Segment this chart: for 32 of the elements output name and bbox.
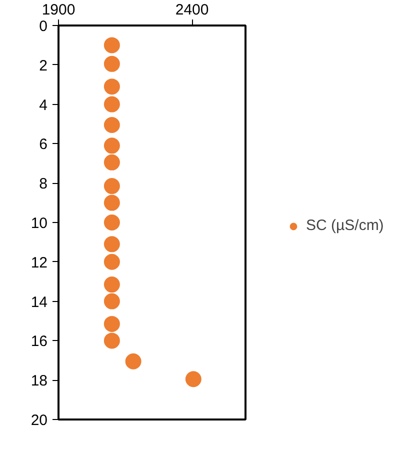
point (104, 178, 120, 194)
y-tick-label: 14 (30, 294, 48, 311)
y-tick-label: 16 (30, 333, 48, 350)
point (104, 332, 120, 349)
x-tick-label: 1900 (42, 2, 76, 18)
point (104, 96, 120, 112)
point (104, 37, 120, 54)
y-tick-label: 18 (30, 372, 48, 390)
y-tick-label: 2 (39, 57, 48, 74)
point (104, 214, 120, 230)
y-tick-label: 10 (30, 215, 48, 232)
point (104, 117, 120, 133)
point (104, 78, 120, 95)
point (125, 353, 142, 370)
y-tick-label: 4 (39, 96, 48, 114)
y-tick-label: 20 (30, 412, 48, 429)
point (104, 293, 120, 310)
point (104, 254, 120, 270)
point (104, 56, 120, 72)
point (104, 236, 120, 252)
point (104, 316, 120, 332)
point (185, 371, 202, 388)
legend-label: SC (µS/cm) (306, 217, 384, 234)
y-tick-label: 12 (30, 254, 48, 272)
point (104, 138, 120, 154)
point (104, 194, 120, 211)
y-tick-label: 0 (39, 18, 48, 35)
x-tick-label: 2400 (175, 2, 209, 18)
point (104, 154, 120, 170)
y-tick-label: 6 (39, 136, 48, 154)
point (104, 276, 120, 293)
y-tick-label: 8 (39, 176, 48, 193)
